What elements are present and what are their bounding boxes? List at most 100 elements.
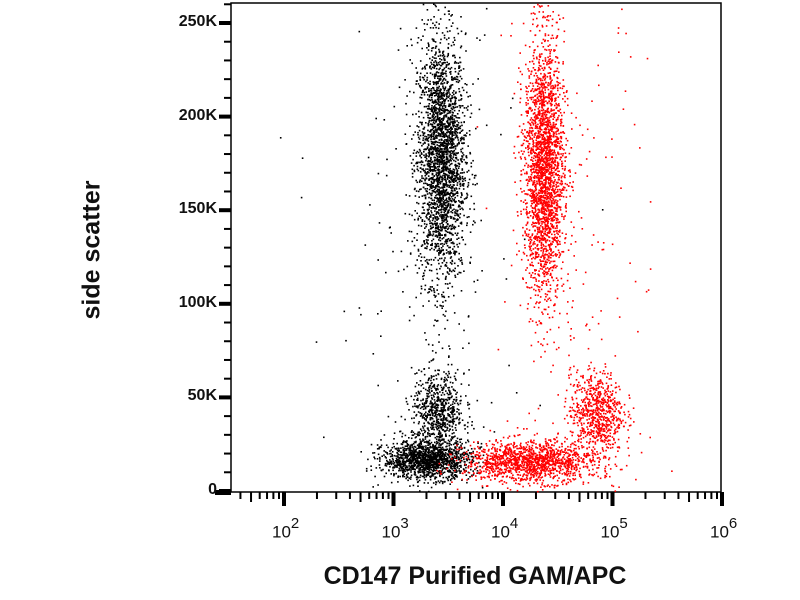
event-dot bbox=[456, 170, 459, 172]
event-dot bbox=[453, 478, 456, 480]
event-dot bbox=[453, 149, 456, 152]
event-dot bbox=[419, 457, 422, 459]
event-dot bbox=[454, 129, 456, 132]
event-dot bbox=[454, 177, 457, 180]
event-dot bbox=[450, 192, 453, 194]
event-dot bbox=[452, 407, 455, 410]
event-dot bbox=[445, 464, 448, 466]
event-dot bbox=[440, 265, 442, 268]
event-dot bbox=[457, 246, 459, 248]
event-dot bbox=[460, 148, 462, 151]
event-dot bbox=[408, 459, 410, 461]
event-dot bbox=[413, 91, 415, 94]
event-dot bbox=[436, 88, 438, 91]
event-dot bbox=[423, 413, 426, 415]
event-dot bbox=[466, 186, 469, 188]
event-dot bbox=[429, 225, 432, 227]
event-dot bbox=[437, 433, 440, 435]
event-dot bbox=[456, 214, 458, 216]
event-dot bbox=[417, 466, 419, 468]
event-dot bbox=[440, 196, 442, 199]
event-dot bbox=[433, 412, 436, 414]
event-dot bbox=[430, 96, 433, 99]
event-dot bbox=[434, 478, 436, 480]
event-dot bbox=[402, 468, 404, 470]
event-dot bbox=[429, 471, 432, 474]
event-dot bbox=[448, 105, 450, 108]
event-dot bbox=[416, 447, 418, 450]
event-dot bbox=[467, 471, 470, 474]
event-dot bbox=[558, 175, 561, 177]
event-dot bbox=[446, 225, 448, 228]
event-dot bbox=[420, 163, 423, 166]
event-dot bbox=[528, 77, 531, 79]
event-dot bbox=[432, 403, 434, 406]
event-dot bbox=[431, 59, 433, 61]
event-dot bbox=[385, 174, 388, 177]
event-dot bbox=[403, 449, 406, 452]
event-dot bbox=[417, 461, 419, 464]
event-dot bbox=[430, 459, 432, 462]
event-dot bbox=[460, 383, 463, 385]
event-dot bbox=[431, 422, 434, 424]
event-dot bbox=[442, 57, 445, 59]
event-dot bbox=[437, 180, 440, 182]
event-dot bbox=[427, 405, 430, 407]
event-dot bbox=[441, 123, 444, 125]
event-dot bbox=[534, 108, 536, 111]
event-dot bbox=[426, 76, 429, 79]
event-dot bbox=[442, 51, 444, 53]
event-dot bbox=[433, 106, 435, 108]
event-dot bbox=[462, 200, 464, 203]
event-dot bbox=[448, 405, 450, 408]
event-dot bbox=[438, 201, 440, 204]
event-dot bbox=[410, 38, 412, 41]
event-dot bbox=[432, 116, 435, 118]
event-dot bbox=[404, 445, 407, 447]
event-dot bbox=[448, 13, 450, 15]
event-dot bbox=[432, 386, 434, 388]
event-dot bbox=[451, 140, 454, 142]
event-dot bbox=[455, 91, 457, 94]
event-dot bbox=[456, 143, 459, 146]
event-dot bbox=[457, 117, 459, 119]
event-dot bbox=[374, 475, 376, 478]
event-dot bbox=[443, 415, 445, 417]
event-dot bbox=[434, 203, 436, 206]
event-dot bbox=[434, 405, 437, 407]
event-dot bbox=[456, 124, 459, 127]
event-dot bbox=[427, 482, 429, 484]
event-dot bbox=[396, 459, 398, 462]
event-dot bbox=[439, 54, 442, 57]
event-dot bbox=[438, 173, 441, 175]
event-dot bbox=[455, 464, 458, 467]
event-dot bbox=[393, 445, 395, 448]
event-dot bbox=[444, 226, 447, 228]
event-dot bbox=[447, 109, 449, 112]
event-dot bbox=[436, 419, 438, 422]
event-dot bbox=[466, 109, 469, 111]
event-dot bbox=[426, 440, 428, 443]
event-dot bbox=[424, 430, 427, 432]
event-dot bbox=[422, 3, 425, 6]
event-dot bbox=[450, 242, 453, 244]
event-dot bbox=[445, 275, 447, 278]
event-dot bbox=[430, 387, 433, 390]
event-dot bbox=[426, 381, 429, 384]
event-dot bbox=[442, 141, 445, 144]
event-dot bbox=[462, 89, 465, 92]
event-dot bbox=[429, 461, 431, 463]
event-dot bbox=[431, 397, 433, 399]
event-dot bbox=[451, 170, 453, 172]
event-dot bbox=[435, 411, 438, 413]
event-dot bbox=[435, 469, 438, 472]
event-dot bbox=[434, 410, 436, 412]
event-dot bbox=[465, 156, 468, 159]
event-dot bbox=[456, 134, 458, 137]
event-dot bbox=[441, 63, 444, 65]
event-dot bbox=[430, 159, 432, 161]
event-dot bbox=[430, 18, 432, 21]
event-dot bbox=[440, 83, 442, 85]
event-dot bbox=[440, 118, 443, 121]
event-dot bbox=[554, 254, 556, 256]
